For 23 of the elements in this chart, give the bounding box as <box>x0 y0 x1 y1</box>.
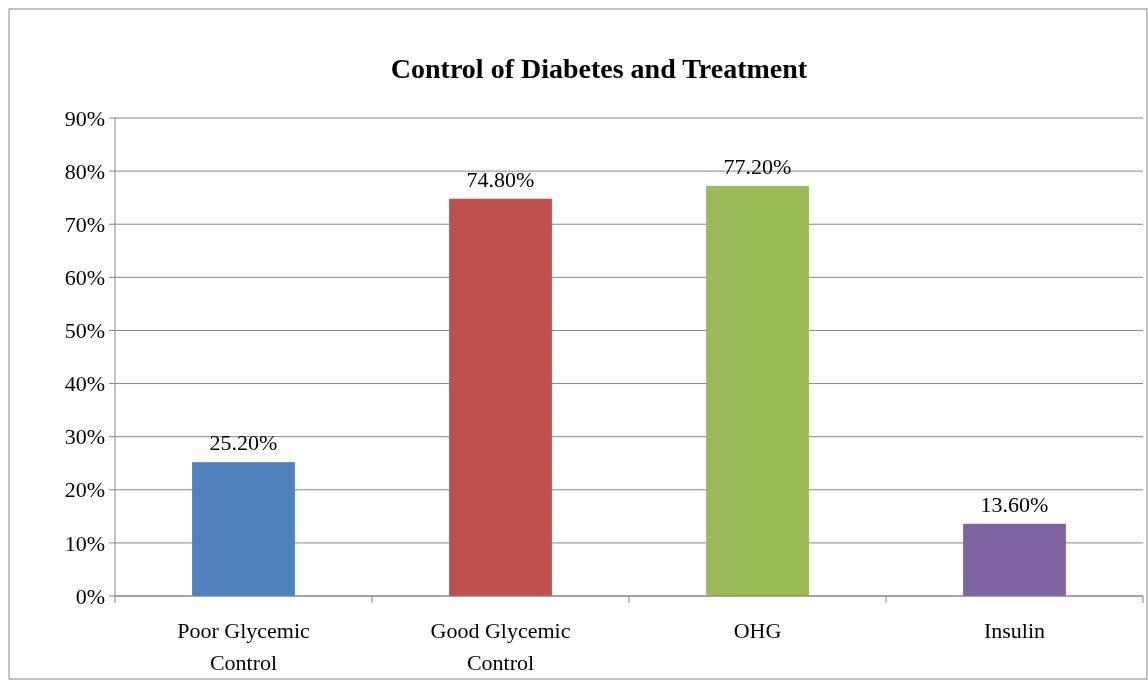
data-label: 13.60% <box>980 491 1049 517</box>
y-tick-label: 50% <box>64 318 105 344</box>
y-tick-label: 90% <box>64 105 105 131</box>
bar <box>963 523 1066 596</box>
bar <box>449 198 552 596</box>
bar <box>192 462 295 596</box>
x-tick-label: Poor Glycemic Control <box>177 618 311 675</box>
data-label: 77.20% <box>723 153 792 179</box>
y-tick-label: 0% <box>75 583 105 609</box>
y-tick-label: 60% <box>64 265 105 291</box>
x-tick-label: OHG <box>733 618 782 643</box>
y-tick-label: 40% <box>64 371 105 397</box>
chart-title: Control of Diabetes and Treatment <box>390 53 808 84</box>
bar <box>706 185 809 596</box>
x-tick-label: Insulin <box>983 618 1046 643</box>
y-tick-label: 10% <box>64 530 105 556</box>
y-tick-label: 80% <box>64 158 105 184</box>
data-label: 25.20% <box>209 430 278 456</box>
y-tick-label: 30% <box>64 424 105 450</box>
y-tick-label: 20% <box>64 477 105 503</box>
data-label: 74.80% <box>466 166 535 192</box>
y-tick-label: 70% <box>64 211 105 237</box>
x-tick-label: Good Glycemic Control <box>430 618 571 675</box>
